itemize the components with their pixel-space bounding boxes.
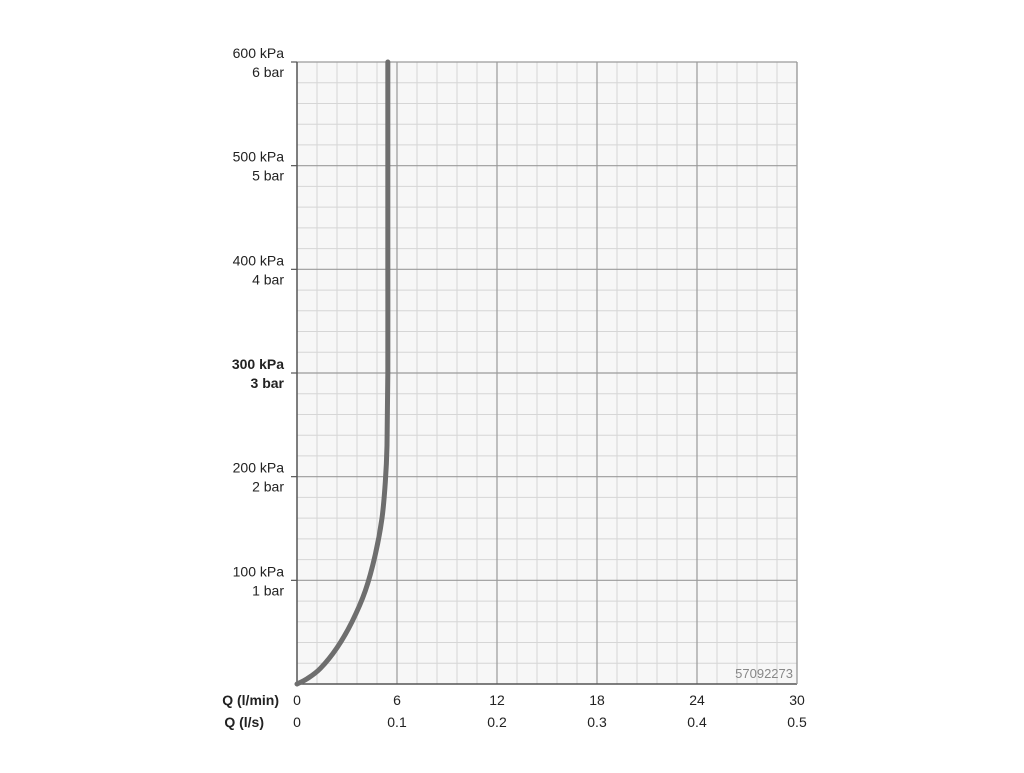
reference-code: 57092273 (735, 666, 793, 681)
x-tick-label-lmin: 6 (393, 692, 401, 708)
x-tick-label-lmin: 0 (293, 692, 301, 708)
x-tick-label-ls: 0.2 (487, 714, 507, 730)
axes (291, 61, 798, 685)
grid (297, 61, 798, 684)
x-axis-title-ls: Q (l/s) (224, 714, 264, 730)
x-tick-label-ls: 0 (293, 714, 301, 730)
y-tick-label-kpa: 400 kPa (233, 252, 285, 268)
y-tick-label-bar: 6 bar (252, 64, 284, 80)
y-tick-label-bar: 5 bar (252, 168, 284, 184)
y-tick-label-kpa: 100 kPa (233, 563, 285, 579)
x-tick-label-ls: 0.4 (687, 714, 707, 730)
curves (294, 59, 391, 687)
x-axis-title-lmin: Q (l/min) (222, 692, 279, 708)
y-tick-label-kpa: 500 kPa (233, 149, 285, 165)
x-tick-label-lmin: 24 (689, 692, 705, 708)
x-tick-label-lmin: 18 (589, 692, 605, 708)
y-tick-label-kpa: 300 kPa (232, 356, 284, 372)
x-tick-label-ls: 0.1 (387, 714, 407, 730)
x-tick-label-ls: 0.5 (787, 714, 807, 730)
y-tick-label-bar: 4 bar (252, 271, 284, 287)
x-tick-label-ls: 0.3 (587, 714, 607, 730)
x-tick-label-lmin: 30 (789, 692, 805, 708)
y-tick-label-bar: 1 bar (252, 582, 284, 598)
x-tick-label-lmin: 12 (489, 692, 505, 708)
y-tick-label-bar: 3 bar (251, 375, 285, 391)
series-line-0 (294, 59, 391, 687)
y-tick-label-kpa: 200 kPa (233, 460, 285, 476)
y-tick-label-bar: 2 bar (252, 479, 284, 495)
labels: 100 kPa 1 bar 200 kPa 2 bar 300 kPa 3 bar 400 … (222, 45, 807, 730)
y-tick-label-kpa: 600 kPa (233, 45, 285, 61)
